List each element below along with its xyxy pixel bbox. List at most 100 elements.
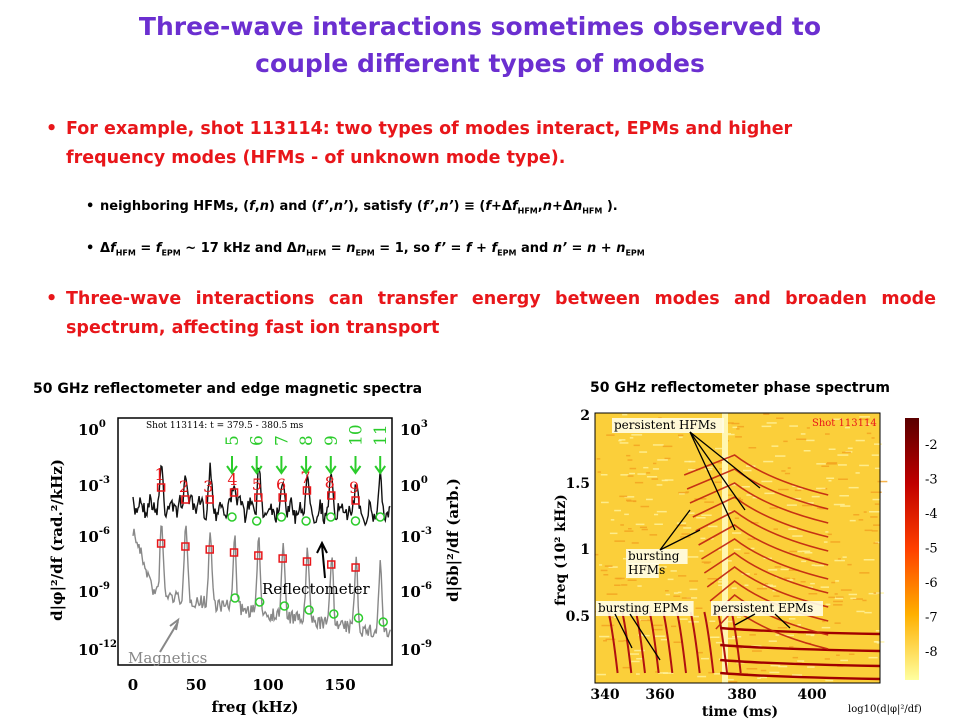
noise [784,472,791,475]
pointer [614,613,633,649]
noise [657,459,668,461]
noise [866,432,872,435]
mode-marker [327,560,336,569]
noise [835,580,840,582]
noise [866,423,871,425]
mode-marker [205,495,214,504]
noise [628,528,632,530]
noise [864,611,872,614]
text: n [346,241,356,256]
noise [744,584,749,586]
noise [863,559,875,561]
noise [877,480,888,483]
noise [752,650,762,652]
noise [600,569,608,572]
noise [766,422,777,424]
noise [687,556,699,558]
x-tick-label: 100 [252,676,283,694]
noise [681,597,691,599]
noise [834,593,838,595]
noise [610,519,615,521]
text: n’ [439,199,454,214]
noise [871,454,879,456]
noise [652,468,660,470]
hfm [683,454,829,496]
noise [708,671,715,674]
noise [775,634,780,636]
noise [686,512,695,514]
noise [678,618,688,620]
noise [735,436,742,438]
noise [670,570,677,572]
noise [725,494,733,496]
noise [684,460,692,463]
tick-base: 10 [400,641,421,659]
text: HFM [582,206,603,216]
mode-marker [156,539,166,548]
x-tick-label: 400 [797,687,826,703]
noise [715,447,725,450]
noise [856,610,865,613]
tick-exp: -9 [421,639,432,650]
pointer [659,509,691,551]
noise [700,498,707,500]
tick-label: 10-6 [78,526,110,546]
text: = [567,241,587,256]
noise [688,460,696,463]
mode-marker [181,542,190,551]
text: ) and ( [269,199,318,214]
noise [629,437,634,439]
noise [763,460,774,463]
tick-exp: 0 [421,475,428,486]
noise [714,481,722,483]
annotation: HFMs [628,563,665,577]
noise [756,587,767,590]
noise [656,484,663,486]
noise [704,466,713,469]
mode-marker [301,516,311,526]
noise [787,467,791,469]
noise [858,519,864,521]
noise [797,487,804,490]
noise [825,679,834,682]
text: , [328,199,334,214]
noise [696,517,706,519]
tick-exp: -3 [421,526,432,537]
text: , [537,199,543,214]
noise [764,583,769,585]
noise [704,468,713,471]
pointer [689,431,761,489]
noise [847,447,853,449]
noise [620,474,629,476]
label-bg [626,563,659,578]
noise [789,646,794,648]
noise [723,620,733,623]
hfm [698,524,829,566]
noise [635,523,645,526]
noise [600,474,608,476]
noise [671,625,677,628]
noise [859,464,869,467]
noise [771,445,779,447]
noise [801,560,807,563]
text: EPM [355,248,375,258]
persistent-epm [720,671,881,681]
noise [836,654,840,656]
noise [792,656,799,659]
pointer [774,613,791,629]
x-tick-label: 0 [128,676,138,694]
noise [810,582,815,585]
pointer [659,529,701,551]
y-tick-label: 1.5 [566,476,590,492]
colorbar-tick-label: -6 [925,576,938,591]
tick-base: 10 [78,477,99,495]
noise [736,428,740,430]
x-axis-label: time (ms) [702,704,778,720]
noise [836,596,844,598]
noise [741,486,750,488]
hfm [695,510,829,552]
sub-bullet: ΔfHFM = fEPM ~ 17 kHz and ΔnHFM = nEPM =… [86,241,645,258]
noise [610,616,617,619]
noise [734,517,740,519]
tick-label: 103 [400,419,428,439]
